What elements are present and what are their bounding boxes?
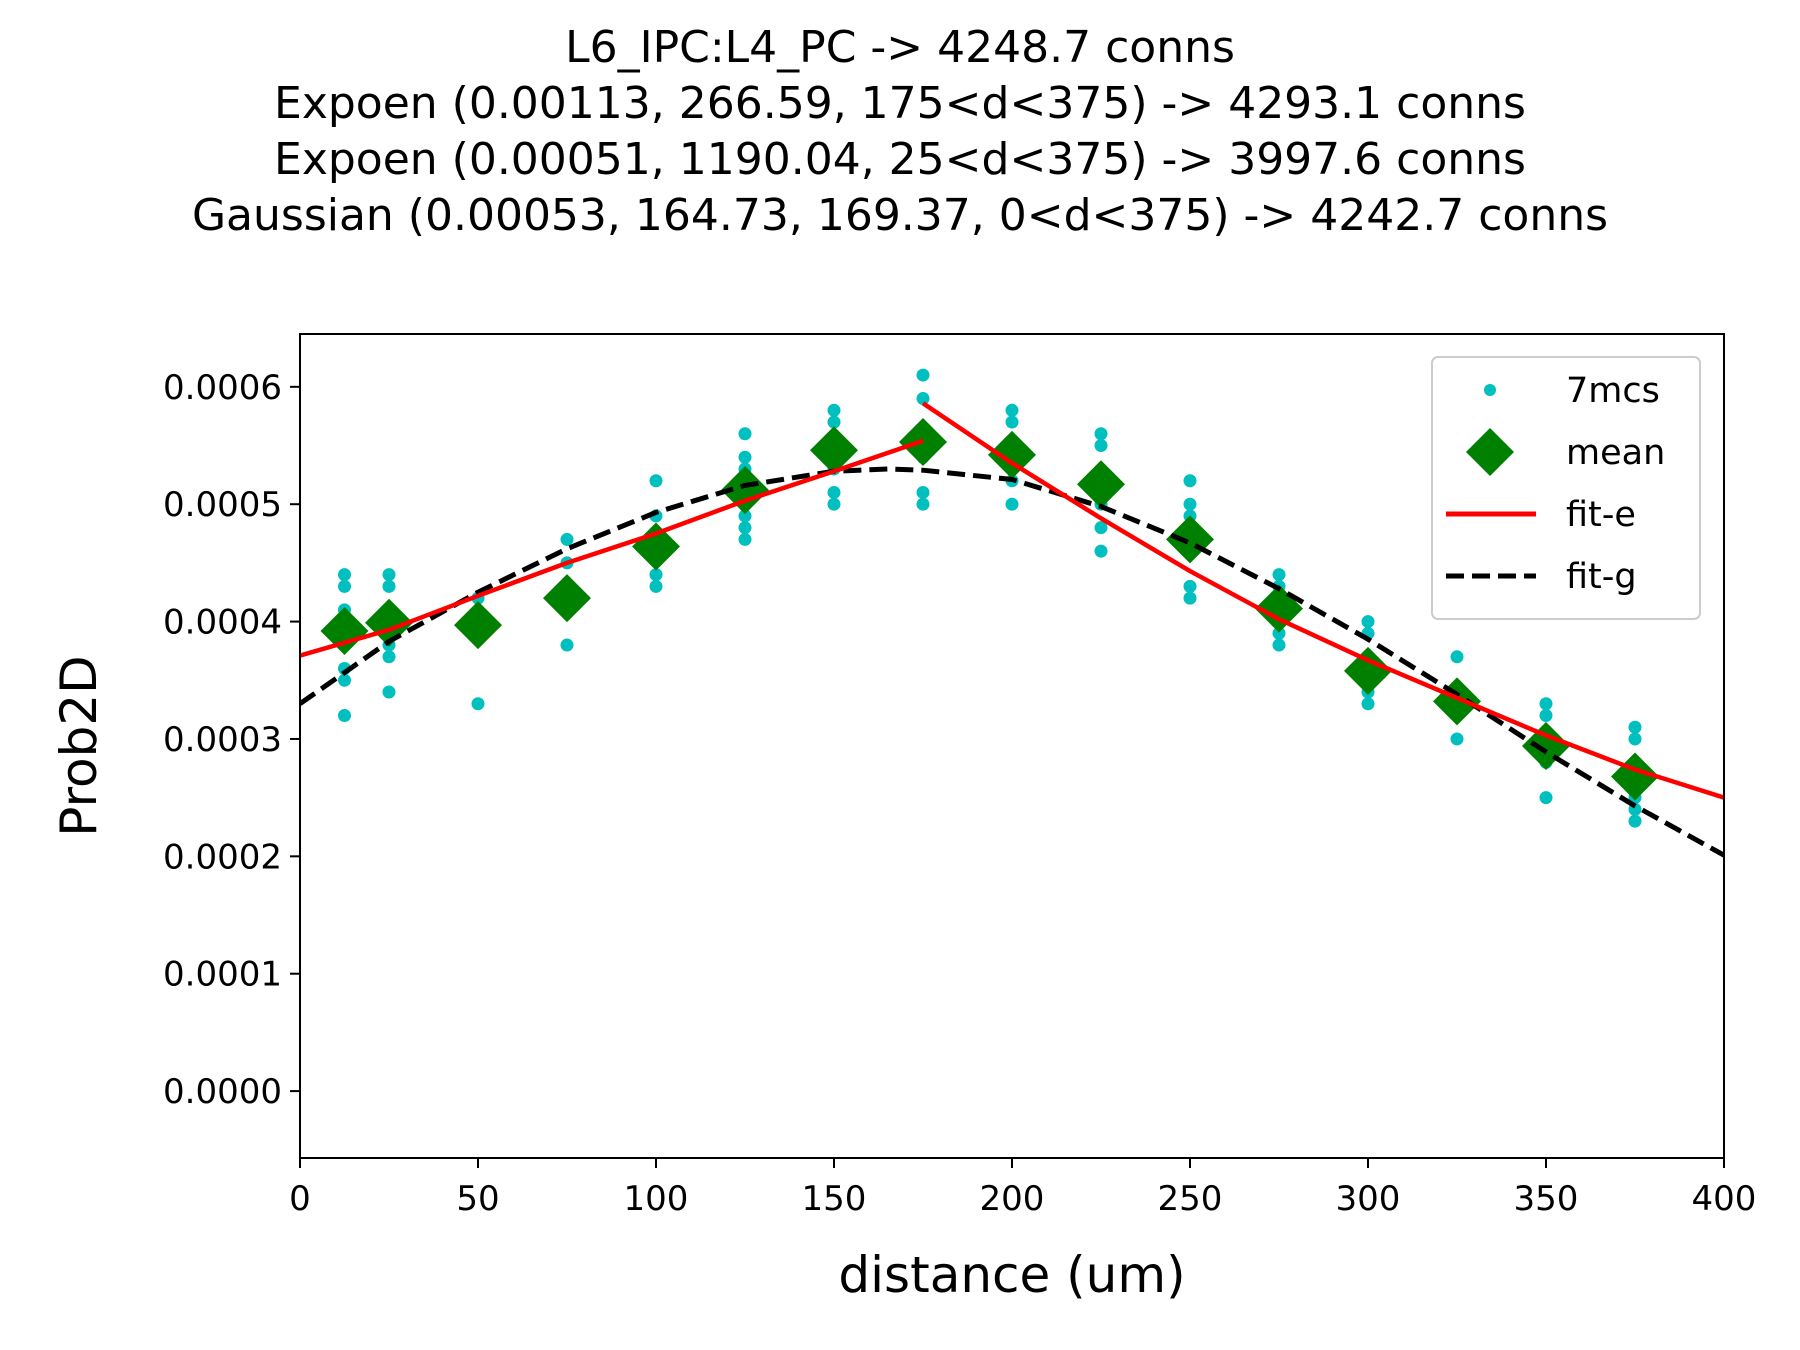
data-point-7mcs	[827, 403, 841, 417]
legend-label-7mcs: 7mcs	[1566, 371, 1660, 411]
data-point-7mcs	[1272, 568, 1286, 582]
x-tick-label: 0	[289, 1179, 311, 1219]
data-point-7mcs	[382, 685, 396, 699]
data-point-7mcs	[827, 497, 841, 511]
legend-label-mean: mean	[1566, 433, 1665, 473]
x-tick-label: 100	[624, 1179, 689, 1219]
data-point-7mcs	[1539, 791, 1553, 805]
data-point-mean	[543, 574, 591, 623]
y-tick-label: 0.0002	[163, 837, 282, 877]
x-tick-label: 150	[802, 1179, 867, 1219]
y-tick-label: 0.0001	[163, 955, 282, 995]
x-tick-label: 300	[1336, 1179, 1401, 1219]
chart-title: L6_IPC:L4_PC -> 4248.7 conns Expoen (0.0…	[192, 22, 1608, 241]
legend-frame	[1431, 356, 1701, 620]
data-point-7mcs	[560, 532, 574, 546]
y-tick-label: 0.0005	[163, 485, 282, 525]
data-point-7mcs	[382, 568, 396, 582]
data-point-7mcs	[338, 708, 351, 722]
x-tick-label: 200	[980, 1179, 1045, 1219]
y-tick-label: 0.0006	[163, 368, 282, 408]
data-point-7mcs	[471, 697, 485, 711]
data-point-7mcs	[338, 568, 351, 582]
data-point-7mcs	[1450, 650, 1464, 664]
data-point-7mcs	[382, 579, 396, 593]
data-point-7mcs	[1094, 544, 1108, 558]
data-point-7mcs	[1183, 497, 1197, 511]
data-point-mean	[320, 606, 369, 655]
data-point-7mcs	[738, 521, 752, 535]
data-point-7mcs	[1361, 615, 1375, 629]
data-point-7mcs	[1628, 720, 1642, 734]
data-point-mean	[1166, 515, 1214, 564]
data-point-mean	[1433, 677, 1481, 726]
title-line-1: L6_IPC:L4_PC -> 4248.7 conns	[565, 22, 1235, 73]
x-axis: 0 50 100 150 200 250 300 350 400	[289, 1158, 1756, 1219]
data-point-7mcs	[560, 638, 574, 652]
y-tick-label: 0.0000	[163, 1072, 282, 1112]
legend-marker-7mcs	[1484, 384, 1496, 396]
data-point-7mcs	[338, 579, 351, 593]
y-axis-label: Prob2D	[50, 655, 108, 836]
data-point-7mcs	[916, 497, 930, 511]
x-axis-label: distance (um)	[838, 1246, 1185, 1304]
data-point-mean	[810, 426, 858, 475]
data-point-mean	[988, 430, 1036, 479]
data-point-7mcs	[649, 474, 663, 488]
title-line-3: Expoen (0.00051, 1190.04, 25<d<375) -> 3…	[274, 134, 1526, 185]
x-tick-label: 350	[1514, 1179, 1579, 1219]
data-point-7mcs	[738, 450, 752, 464]
data-point-7mcs	[338, 673, 351, 687]
data-point-7mcs	[916, 392, 930, 406]
legend-label-fit-g: fit-g	[1566, 557, 1637, 597]
x-tick-label: 400	[1692, 1179, 1757, 1219]
data-point-mean	[721, 466, 769, 515]
y-tick-label: 0.0003	[163, 720, 282, 760]
data-point-7mcs	[916, 485, 930, 499]
data-point-7mcs	[649, 579, 663, 593]
data-point-7mcs	[738, 532, 752, 546]
plot-area	[300, 368, 1724, 858]
title-line-2: Expoen (0.00113, 266.59, 175<d<375) -> 4…	[274, 78, 1526, 129]
data-point-7mcs	[738, 509, 752, 523]
legend: 7mcs mean fit-e fit-g	[1431, 356, 1701, 620]
data-point-7mcs	[1450, 732, 1464, 746]
data-point-7mcs	[827, 415, 841, 429]
data-point-7mcs	[1183, 579, 1197, 593]
data-point-7mcs	[382, 650, 396, 664]
data-point-mean	[454, 601, 502, 650]
data-point-mean	[632, 522, 680, 571]
data-point-7mcs	[1539, 708, 1553, 722]
data-point-7mcs	[916, 368, 930, 382]
x-tick-label: 250	[1158, 1179, 1223, 1219]
data-point-7mcs	[1005, 415, 1019, 429]
legend-label-fit-e: fit-e	[1566, 495, 1636, 535]
data-point-mean	[1077, 460, 1125, 509]
data-point-mean	[1344, 646, 1392, 695]
data-point-7mcs	[1272, 638, 1286, 652]
data-point-7mcs	[1361, 697, 1375, 711]
legend-marker-mean	[1466, 428, 1514, 476]
title-line-4: Gaussian (0.00053, 164.73, 169.37, 0<d<3…	[192, 190, 1608, 241]
y-tick-label: 0.0004	[163, 603, 282, 643]
data-point-7mcs	[1272, 626, 1286, 640]
data-point-7mcs	[1628, 814, 1642, 828]
data-point-7mcs	[827, 485, 841, 499]
data-point-7mcs	[1094, 521, 1108, 535]
series-line-fit-e	[300, 438, 924, 658]
y-axis: 0.0000 0.0001 0.0002 0.0003 0.0004 0.0005 0.00…	[163, 368, 300, 1112]
x-tick-label: 50	[456, 1179, 499, 1219]
data-point-7mcs	[649, 568, 663, 582]
series-line-fit-e	[921, 401, 1724, 800]
data-point-7mcs	[1005, 497, 1019, 511]
data-point-7mcs	[1539, 697, 1553, 711]
data-point-7mcs	[738, 427, 752, 441]
data-point-7mcs	[1183, 591, 1197, 605]
data-point-7mcs	[1094, 427, 1108, 441]
data-point-7mcs	[1183, 474, 1197, 488]
data-point-7mcs	[1094, 439, 1108, 453]
data-point-7mcs	[1005, 403, 1019, 417]
data-point-7mcs	[1628, 732, 1642, 746]
